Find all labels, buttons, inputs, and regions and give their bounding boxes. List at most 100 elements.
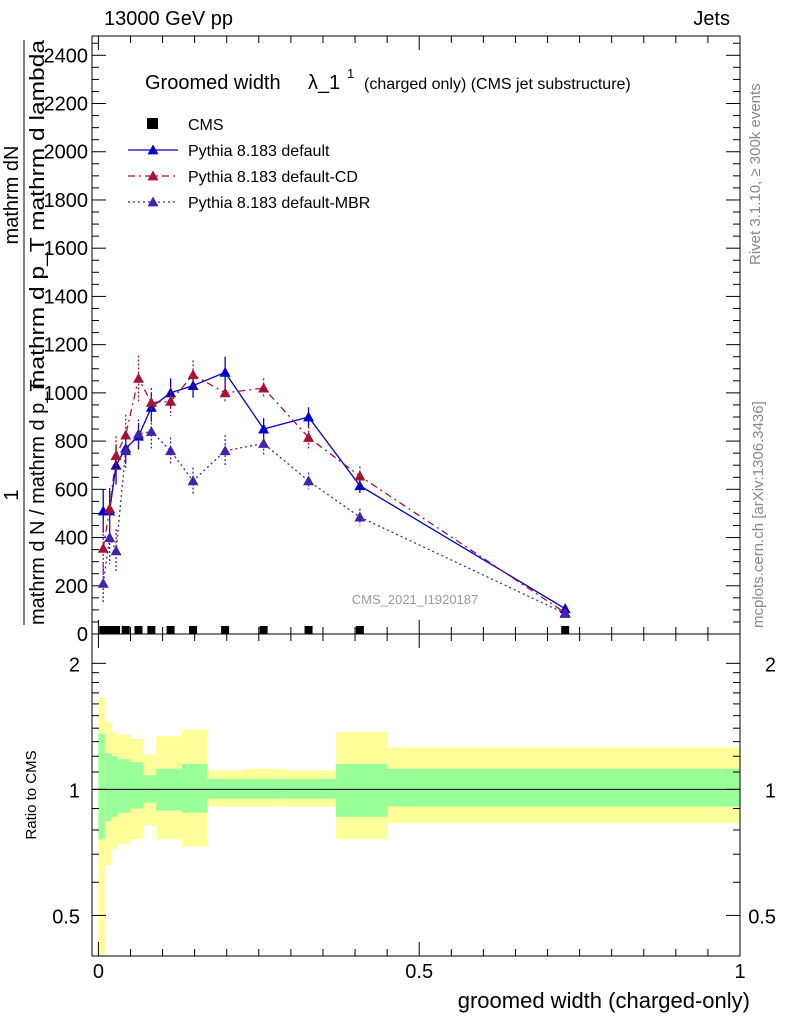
data-point <box>258 438 270 448</box>
main-y-tick-label: 1800 <box>44 190 89 212</box>
data-point <box>354 480 366 491</box>
data-point <box>187 475 199 486</box>
main-y-tick-label: 2200 <box>44 94 89 116</box>
data-point <box>145 425 157 436</box>
legend-label: Pythia 8.183 default-MBR <box>188 195 370 212</box>
main-y-label: 1 mathrm dN mathrm d N / mathrm d p_T ma… <box>1 39 49 625</box>
x-tick-label: 1 <box>734 961 745 983</box>
data-point <box>97 577 109 588</box>
plot-title: Groomed width λ_1 1 (charged only) (CMS … <box>145 66 631 94</box>
title-main: Groomed width <box>145 72 281 94</box>
ratio-bands <box>92 697 740 956</box>
ratio-band-inner <box>98 733 105 840</box>
main-data-layer <box>97 355 571 634</box>
ratio-band-inner <box>245 778 285 799</box>
data-point <box>110 545 122 556</box>
main-y-tick-label: 800 <box>55 431 88 453</box>
cms-point <box>105 626 114 634</box>
data-point <box>120 445 132 456</box>
data-point <box>219 387 231 398</box>
data-point <box>110 450 122 460</box>
ratio-band-inner <box>117 759 131 813</box>
title-superscript: 1 <box>347 66 354 81</box>
main-y-tick-label: 0 <box>77 624 88 646</box>
ratio-band-inner <box>207 778 246 799</box>
cms-point <box>561 626 570 634</box>
category-label: Jets <box>693 8 730 30</box>
ylabel-numerator-2: mathrm dN <box>1 146 23 245</box>
data-point <box>258 382 270 393</box>
ratio-band-inner <box>104 753 112 822</box>
ratio-band-inner <box>335 763 388 817</box>
cms-point <box>166 626 175 634</box>
legend-label: Pythia 8.183 default <box>188 143 330 160</box>
series-3 <box>97 414 571 618</box>
main-y-tick-label: 400 <box>55 528 88 550</box>
ylabel-denominator-2: mathrm d p_T mathrm d lambda <box>27 39 49 390</box>
legend: CMS Pythia 8.183 default Pythia 8.183 defa… <box>128 117 370 212</box>
x-tick-label: 0.5 <box>405 961 433 983</box>
title-rest: (charged only) (CMS jet substructure) <box>364 76 631 93</box>
cms-point <box>189 626 198 634</box>
title-symbol: λ_1 <box>308 72 340 94</box>
ratio-band-inner <box>181 763 208 813</box>
data-point <box>354 511 366 522</box>
ratio-y-tick-label: 0.5 <box>52 906 80 928</box>
cms-point <box>259 626 268 634</box>
data-point <box>303 431 315 442</box>
ratio-y-tick-label-right: 0.5 <box>748 906 776 928</box>
ratio-band-inner <box>130 762 144 809</box>
cms-point <box>221 626 230 634</box>
main-y-tick-label: 600 <box>55 479 88 501</box>
data-point <box>303 411 315 422</box>
data-point <box>133 372 145 383</box>
main-y-tick-label: 1000 <box>44 383 89 405</box>
data-point <box>258 423 270 434</box>
series-0 <box>99 626 570 634</box>
series-line <box>102 373 566 614</box>
x-axis-label: groomed width (charged-only) <box>458 988 750 1013</box>
ratio-band-inner <box>284 778 336 799</box>
data-point <box>165 445 177 456</box>
main-y-tick-label: 200 <box>55 576 88 598</box>
data-point <box>145 397 157 407</box>
data-point <box>104 503 116 514</box>
ratio-y-tick-label: 2 <box>69 654 80 676</box>
cms-point <box>99 626 108 634</box>
main-y-tick-label: 1200 <box>44 335 89 357</box>
main-y-tick-label: 2400 <box>44 45 89 67</box>
cms-point <box>134 626 143 634</box>
main-y-tick-label: 1600 <box>44 238 89 260</box>
data-point <box>354 470 366 481</box>
x-tick-label: 0 <box>93 961 104 983</box>
data-point <box>104 532 116 542</box>
cms-point <box>355 626 364 634</box>
main-y-tick-label: 1400 <box>44 286 89 308</box>
ratio-y-tick-label-right: 2 <box>765 654 776 676</box>
legend-label: Pythia 8.183 default-CD <box>188 169 358 186</box>
ratio-y-tick-label-right: 1 <box>765 780 776 802</box>
ratio-axes: 0.5 0.5 1 1 2 2 0 0.5 1 <box>52 634 776 983</box>
data-point <box>219 366 231 377</box>
data-point <box>133 428 145 439</box>
data-point <box>559 608 571 618</box>
legend-marker <box>147 196 159 207</box>
ylabel-denominator: mathrm d N / mathrm d p_T <box>27 379 49 625</box>
ratio-band-inner <box>111 756 118 817</box>
ylabel-numerator: 1 <box>1 489 23 500</box>
series-1 <box>97 356 571 614</box>
data-point <box>165 395 177 406</box>
series-line <box>103 371 566 610</box>
cms-point <box>304 626 313 634</box>
main-y-tick-label: 2000 <box>44 142 89 164</box>
data-point <box>97 542 109 553</box>
data-point <box>187 369 199 380</box>
rivet-version: Rivet 3.1.10, ≥ 300k events <box>747 83 764 265</box>
data-point <box>219 445 231 456</box>
cms-point <box>112 626 121 634</box>
legend-marker <box>147 118 158 129</box>
ratio-y-tick-label: 1 <box>69 780 80 802</box>
beam-label: 13000 GeV pp <box>104 8 233 30</box>
ratio-band-inner <box>387 768 740 807</box>
source-citation: mcplots.cern.ch [arXiv:1306.3436] <box>750 401 767 628</box>
